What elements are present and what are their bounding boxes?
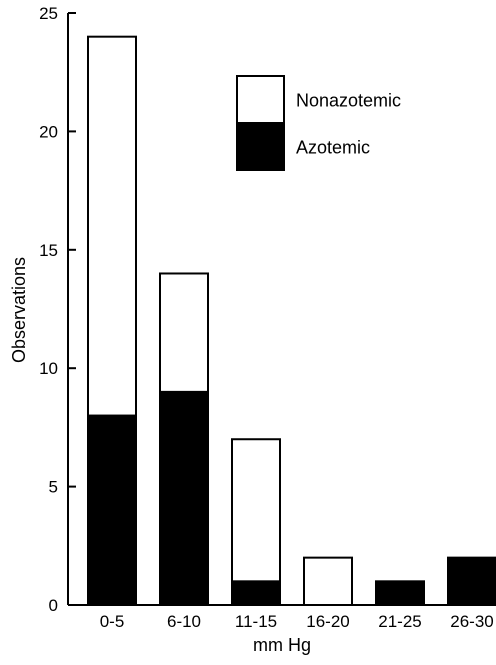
bar-azotemic	[231, 580, 281, 607]
x-tick-label: 21-25	[378, 612, 421, 631]
bar-nonazotemic	[159, 272, 209, 393]
y-tick-label: 25	[39, 4, 58, 23]
y-tick-label: 15	[39, 241, 58, 260]
legend: Nonazotemic Azotemic	[236, 75, 401, 171]
y-axis: 0 5 10 15 20 25	[39, 4, 76, 615]
bar-nonazotemic	[87, 35, 137, 417]
x-tick-label: 16-20	[306, 612, 349, 631]
x-axis-title: mm Hg	[253, 635, 311, 655]
y-tick-label: 5	[49, 478, 58, 497]
y-tick-label: 20	[39, 122, 58, 141]
x-tick-label: 11-15	[235, 612, 277, 631]
x-tick-label: 26-30	[450, 612, 493, 631]
legend-label-nonazotemic: Nonazotemic	[296, 91, 401, 111]
bars	[87, 35, 496, 607]
x-axis: 0-5 6-10 11-15 16-20 21-25 26-30	[68, 604, 496, 631]
legend-label-azotemic: Azotemic	[296, 138, 370, 158]
bar-azotemic	[375, 580, 425, 607]
bar-nonazotemic	[231, 438, 281, 583]
y-tick-label: 0	[49, 596, 58, 615]
x-tick-label: 6-10	[167, 612, 201, 631]
bar-nonazotemic	[303, 556, 353, 607]
bar-azotemic	[87, 414, 137, 606]
legend-swatch-azotemic	[236, 122, 285, 171]
bar-azotemic	[447, 556, 496, 607]
y-tick-label: 10	[39, 359, 58, 378]
y-axis-title: Observations	[9, 257, 29, 363]
x-tick-label: 0-5	[100, 612, 125, 631]
legend-swatch-nonazotemic	[236, 75, 285, 124]
bar-azotemic	[159, 390, 209, 606]
